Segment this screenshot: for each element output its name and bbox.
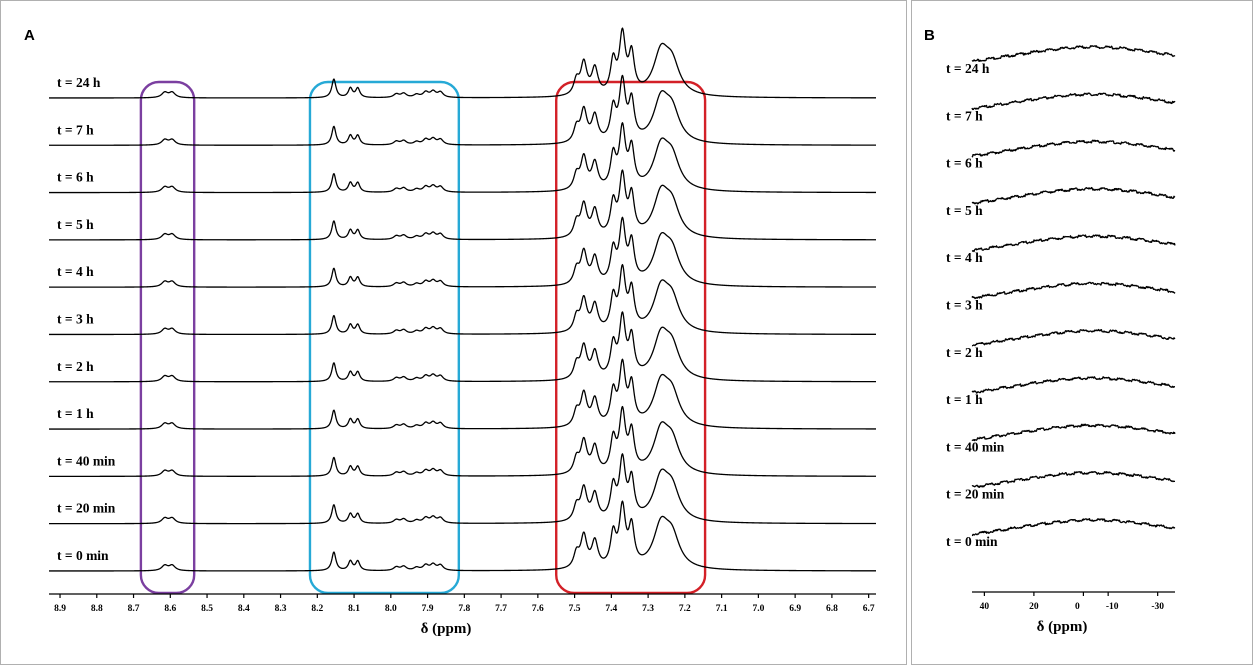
spectrum-trace <box>48 74 877 146</box>
trace-label: t = 7 h <box>57 122 94 137</box>
x-tick-label: 0 <box>1075 602 1080 612</box>
trace-label: t = 0 min <box>946 534 998 549</box>
spectrum-trace <box>971 186 1176 205</box>
x-tick-label: 8.5 <box>201 604 213 614</box>
trace-label: t = 6 h <box>946 156 983 171</box>
spectrum-trace <box>48 405 877 478</box>
x-tick-label: 7.0 <box>752 604 764 614</box>
trace-label: t = 3 h <box>57 312 94 327</box>
spectrum-trace <box>971 328 1176 347</box>
trace-label: t = 40 min <box>946 439 1005 454</box>
trace-label: t = 7 h <box>946 108 983 123</box>
x-tick-label: 8.0 <box>385 604 397 614</box>
trace-label: t = 24 h <box>946 61 990 76</box>
trace-label: t = 6 h <box>57 170 94 185</box>
x-axis-title: δ (ppm) <box>421 621 472 637</box>
x-tick-label: 8.1 <box>348 604 360 614</box>
trace-label: t = 20 min <box>57 501 116 516</box>
trace-label: t = 24 h <box>57 75 101 90</box>
trace-label: t = 5 h <box>946 203 983 218</box>
x-tick-label: 7.2 <box>679 604 691 614</box>
spectrum-trace <box>48 263 877 336</box>
spectrum-trace <box>971 518 1176 537</box>
x-tick-label: 7.4 <box>605 604 617 614</box>
trace-label: t = 5 h <box>57 217 94 232</box>
spectrum-trace <box>48 169 877 241</box>
x-tick-label: 8.2 <box>311 604 323 614</box>
spectrum-trace <box>971 234 1176 253</box>
panel-a-label: A <box>24 27 35 44</box>
spectrum-trace <box>971 139 1176 158</box>
trace-label: t = 20 min <box>946 487 1005 502</box>
x-tick-label: 8.8 <box>91 604 103 614</box>
x-tick-label: 7.7 <box>495 604 507 614</box>
spectrum-trace <box>971 376 1176 394</box>
x-tick-label: 8.6 <box>164 604 176 614</box>
trace-label: t = 2 h <box>946 345 983 360</box>
trace-label: t = 1 h <box>946 392 983 407</box>
x-tick-label: 6.7 <box>863 604 875 614</box>
trace-label: t = 4 h <box>946 250 983 265</box>
x-tick-label: 7.3 <box>642 604 654 614</box>
spectrum-trace <box>48 311 877 383</box>
chart-b: t = 24 h t = 7 h t = 6 h t = 5 h t = 4 h t = … <box>946 45 1176 635</box>
x-tick-label: 8.3 <box>275 604 287 614</box>
x-tick-label: 7.6 <box>532 604 544 614</box>
spectrum-trace <box>971 281 1176 300</box>
spectrum-trace <box>971 423 1176 442</box>
x-axis-title: δ (ppm) <box>1037 619 1088 635</box>
x-tick-label: 8.9 <box>54 604 66 614</box>
spectrum-trace <box>971 471 1176 488</box>
highlight-region-2 <box>308 80 461 595</box>
x-tick-label: -10 <box>1106 602 1119 612</box>
trace-label: t = 3 h <box>946 298 983 313</box>
spectrum-trace <box>48 216 877 288</box>
spectrum-trace <box>48 453 877 525</box>
chart-a: t = 24 h t = 7 h t = 6 h t = 5 h t = 4 h t = … <box>48 27 877 637</box>
x-tick-label: 6.9 <box>789 604 801 614</box>
x-tick-label: 7.9 <box>422 604 434 614</box>
spectrum-trace <box>48 500 877 572</box>
trace-label: t = 2 h <box>57 359 94 374</box>
highlight-region-1 <box>139 80 196 595</box>
spectrum-trace <box>971 92 1176 111</box>
trace-label: t = 40 min <box>57 453 116 468</box>
x-tick-label: 7.5 <box>569 604 581 614</box>
trace-label: t = 1 h <box>57 406 94 421</box>
trace-label: t = 4 h <box>57 264 94 279</box>
spectrum-trace <box>48 27 877 99</box>
highlight-region-3 <box>555 80 707 595</box>
x-tick-label: 8.4 <box>238 604 250 614</box>
spectrum-trace <box>48 122 877 194</box>
x-tick-label: 7.1 <box>716 604 728 614</box>
spectrum-trace <box>48 358 877 430</box>
x-tick-label: 8.7 <box>128 604 140 614</box>
x-tick-label: 20 <box>1029 602 1039 612</box>
panel-b-label: B <box>924 27 935 44</box>
trace-label: t = 0 min <box>57 548 109 563</box>
x-tick-label: 7.8 <box>458 604 470 614</box>
spectrum-trace <box>971 45 1176 63</box>
x-tick-label: 6.8 <box>826 604 838 614</box>
x-tick-label: -30 <box>1151 602 1164 612</box>
x-tick-label: 40 <box>980 602 990 612</box>
